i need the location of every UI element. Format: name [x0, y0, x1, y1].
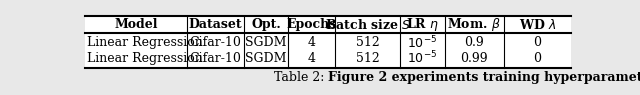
Text: SGDM: SGDM [245, 52, 287, 65]
Text: 4: 4 [308, 36, 316, 49]
Text: $10^{-5}$: $10^{-5}$ [407, 50, 437, 66]
Text: WD $\lambda$: WD $\lambda$ [519, 18, 556, 32]
Text: Opt.: Opt. [251, 18, 281, 31]
Text: Linear Regression: Linear Regression [88, 52, 203, 65]
Text: Table 2:: Table 2: [274, 71, 328, 84]
Text: 0.99: 0.99 [461, 52, 488, 65]
Text: SGDM: SGDM [245, 36, 287, 49]
Text: 0: 0 [534, 36, 541, 49]
Text: Epochs: Epochs [287, 18, 337, 31]
Text: Dataset: Dataset [188, 18, 242, 31]
Text: Figure 2 experiments training hyperparameters.: Figure 2 experiments training hyperparam… [328, 71, 640, 84]
Text: $10^{-5}$: $10^{-5}$ [407, 35, 437, 51]
Bar [85, 16, 571, 68]
Text: Batch size $S$: Batch size $S$ [324, 18, 411, 32]
Text: Model: Model [114, 18, 157, 31]
Text: 512: 512 [356, 36, 380, 49]
Text: 512: 512 [356, 52, 380, 65]
Text: Cifar-10: Cifar-10 [189, 36, 241, 49]
Text: Mom. $\beta$: Mom. $\beta$ [447, 16, 501, 33]
Text: 4: 4 [308, 52, 316, 65]
Text: Cifar-10: Cifar-10 [189, 52, 241, 65]
Text: LR $\eta$: LR $\eta$ [406, 16, 439, 33]
Text: 0: 0 [534, 52, 541, 65]
Text: 0.9: 0.9 [465, 36, 484, 49]
Text: Linear Regression: Linear Regression [88, 36, 203, 49]
